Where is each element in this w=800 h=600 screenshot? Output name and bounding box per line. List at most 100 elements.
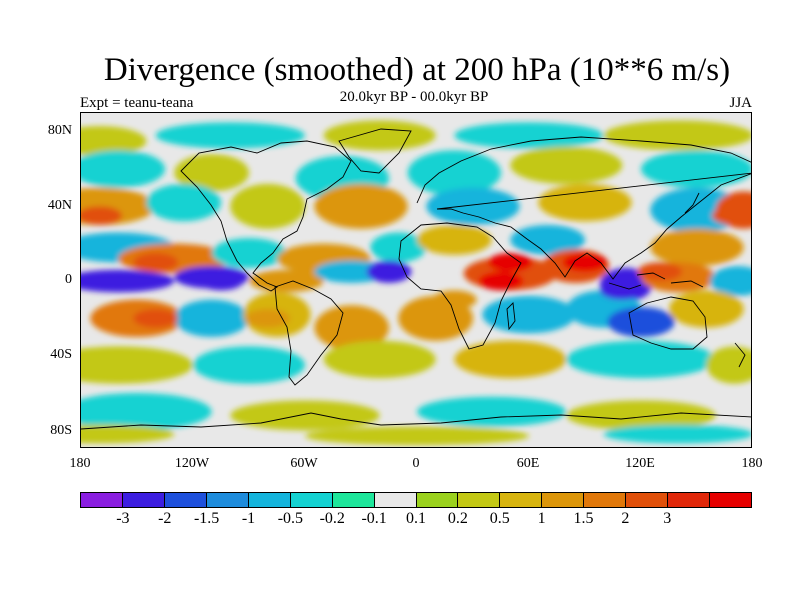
colorbar-swatch [122, 493, 165, 507]
lon-tick-120w: 120W [174, 456, 210, 471]
colorbar-label: -0.1 [361, 510, 387, 527]
field-core [637, 262, 683, 281]
field-region [566, 340, 716, 379]
field-core [599, 281, 645, 300]
field-core [81, 206, 123, 225]
field-region [305, 426, 529, 446]
colorbar-swatch [164, 493, 207, 507]
field-region [81, 346, 193, 384]
field-region [710, 266, 751, 296]
field-region [417, 396, 567, 427]
coast-eurasia [416, 136, 751, 280]
field-region [482, 295, 576, 334]
field-core [133, 253, 179, 272]
field-region [146, 183, 221, 222]
field-region [454, 340, 567, 379]
field-region [566, 400, 716, 431]
lat-tick-80n: 80N [47, 123, 72, 138]
experiment-label: Expt = teanu-teana [80, 95, 194, 111]
colorbar-swatch [584, 493, 627, 507]
colorbar-swatch [668, 493, 711, 507]
lon-tick-60e: 60E [516, 456, 540, 471]
colorbar-label: 0.5 [489, 510, 510, 527]
field-region [323, 120, 436, 151]
field-core [618, 309, 664, 328]
field-region [538, 183, 632, 222]
colorbar-swatch [542, 493, 585, 507]
field-region [211, 238, 287, 268]
field-core [711, 206, 751, 225]
colorbar-label: -3 [116, 510, 130, 527]
lon-tick-180e: 180 [741, 456, 763, 471]
colorbar-label: 3 [663, 510, 672, 527]
colorbar [80, 492, 752, 508]
coast-greenland [338, 128, 412, 174]
coast-japan [684, 192, 700, 214]
coast-indonesia [608, 272, 704, 290]
colorbar-swatch [458, 493, 501, 507]
chart-title: Divergence (smoothed) at 200 hPa (10**6 … [103, 52, 731, 88]
colorbar-swatch [81, 493, 123, 507]
divergence-map [80, 112, 752, 448]
field-region [454, 122, 604, 149]
field-region [249, 269, 324, 293]
lat-tick-0: 0 [65, 272, 72, 287]
field-core [133, 309, 179, 328]
season-label: JJA [729, 95, 752, 111]
field-region [81, 393, 212, 431]
lat-tick-80s: 80S [50, 423, 72, 438]
field-core [478, 271, 524, 291]
colorbar-swatch [626, 493, 669, 507]
field-core [487, 253, 533, 272]
field-core [198, 271, 244, 291]
colorbar-label: -1 [241, 510, 256, 527]
coast-antarctica [81, 412, 751, 430]
field-region [230, 400, 380, 431]
lon-tick-120e: 120E [625, 456, 655, 471]
colorbar-label: 1 [537, 510, 546, 527]
field-region [323, 340, 436, 379]
field-region [603, 424, 751, 444]
colorbar-swatch [416, 493, 459, 507]
field-region [510, 225, 585, 255]
field-region [650, 228, 744, 267]
field-region [81, 150, 165, 188]
field-region [193, 346, 305, 384]
lon-tick-180w: 180 [69, 456, 91, 471]
lon-tick-60w: 60W [290, 456, 318, 471]
lat-tick-40n: 40N [47, 198, 72, 213]
field-region [174, 154, 249, 192]
lon-tick-0: 0 [412, 456, 420, 471]
colorbar-label: 2 [621, 510, 630, 527]
field-region [510, 146, 623, 184]
colorbar-label: -2 [158, 510, 172, 527]
colorbar-label: 0.1 [406, 510, 426, 527]
chart-subtitle: 20.0kyr BP - 00.0kyr BP [339, 89, 489, 105]
colorbar-label: 1.5 [573, 510, 594, 527]
field-core [431, 290, 477, 309]
colorbar-swatch [290, 493, 333, 507]
colorbar-label: -0.2 [319, 510, 345, 527]
field-region [155, 122, 305, 149]
field-region [81, 126, 147, 156]
coastlines [81, 128, 751, 430]
coast-north-america [180, 140, 352, 292]
field-region [407, 150, 502, 196]
field-core [245, 309, 291, 328]
colorbar-label: -0.5 [277, 510, 304, 527]
map-canvas [81, 113, 751, 447]
coast-new-zealand [734, 342, 746, 368]
colorbar-label: 0.2 [447, 510, 468, 527]
lat-tick-40s: 40S [50, 347, 72, 362]
field-region [706, 346, 751, 384]
divergence-field [81, 120, 751, 446]
colorbar-swatch [332, 493, 375, 507]
field-region [314, 183, 408, 229]
colorbar-swatch [248, 493, 291, 507]
field-region [314, 305, 389, 351]
field-core [562, 253, 608, 272]
field-core [366, 262, 412, 281]
colorbar-label: -1.5 [193, 510, 220, 527]
field-region [230, 183, 305, 229]
field-region [426, 187, 520, 225]
